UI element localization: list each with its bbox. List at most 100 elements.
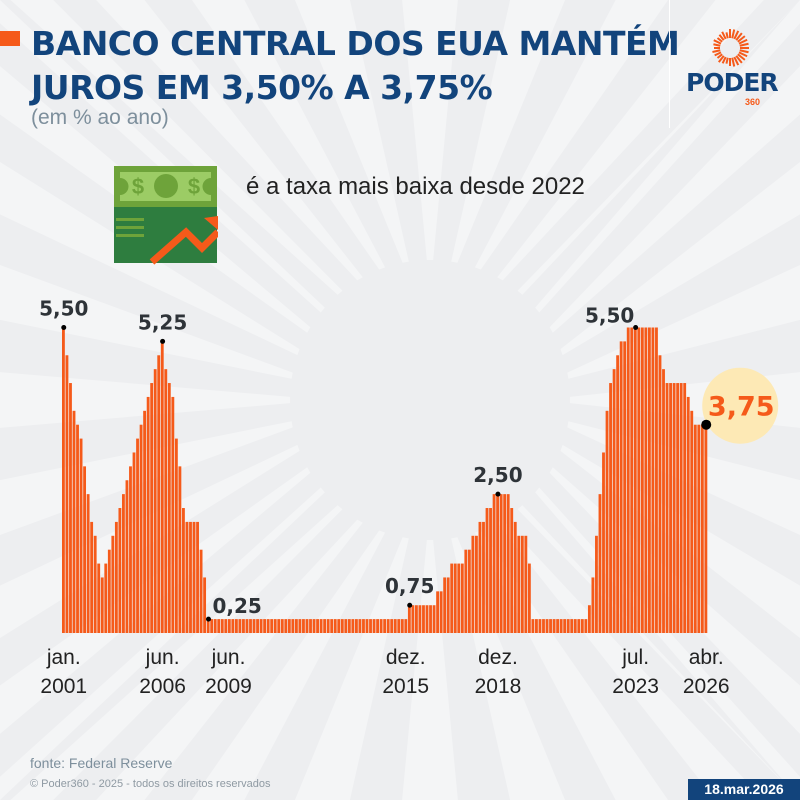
bar — [436, 591, 440, 633]
title-line-1: BANCO CENTRAL DOS EUA MANTÉM — [31, 24, 680, 63]
value-label: 5,50 — [585, 304, 634, 328]
x-label-year: 2023 — [612, 675, 659, 698]
bar — [227, 619, 231, 633]
bar — [206, 619, 210, 633]
bar — [679, 383, 683, 633]
bar — [415, 605, 418, 633]
bar — [598, 494, 602, 633]
bar — [556, 619, 560, 633]
bar — [284, 619, 288, 633]
bar — [302, 619, 305, 633]
bar — [242, 619, 245, 633]
x-label-month: abr. — [689, 646, 724, 669]
sun-ray — [716, 37, 723, 43]
title-line-2: JUROS EM 3,50% A 3,75% — [31, 68, 493, 107]
bar — [407, 605, 411, 633]
background-ray — [10, 505, 343, 800]
sun-ray — [725, 57, 729, 64]
bar — [489, 508, 492, 633]
bar — [453, 563, 457, 633]
bar — [619, 341, 623, 633]
bar — [591, 577, 595, 633]
bar — [217, 619, 221, 633]
bar — [111, 535, 115, 633]
bar — [552, 619, 556, 633]
sun-ray — [721, 56, 727, 64]
bar — [330, 619, 334, 633]
bar — [510, 508, 514, 633]
bar — [446, 577, 450, 633]
bar — [418, 605, 422, 633]
bar — [647, 327, 651, 633]
bar — [100, 577, 104, 633]
bar — [351, 619, 355, 633]
money-growth-icon: $ $ — [114, 166, 218, 265]
bar — [287, 619, 291, 633]
bar — [146, 396, 150, 633]
bar — [542, 619, 545, 633]
sun-logo-icon — [712, 29, 749, 67]
x-label-year: 2015 — [382, 675, 429, 698]
bar — [595, 535, 598, 633]
bar — [570, 619, 574, 633]
bar — [676, 383, 680, 633]
bar — [65, 355, 69, 633]
x-axis-label: jul. 2023 — [612, 646, 659, 698]
bar — [316, 619, 319, 633]
x-label-month: jun. — [145, 646, 180, 669]
background-ray — [294, 537, 409, 800]
bar — [400, 619, 404, 633]
x-axis-label: dez. 2018 — [475, 646, 522, 698]
bar — [125, 480, 129, 633]
bar — [460, 563, 464, 633]
background-ray — [560, 161, 800, 356]
bar — [358, 619, 362, 633]
bar — [386, 619, 390, 633]
bar — [372, 619, 376, 633]
value-label: 0,75 — [385, 574, 434, 598]
bar — [192, 521, 196, 633]
bar — [524, 535, 528, 633]
sun-ray — [714, 51, 722, 57]
bar — [263, 619, 267, 633]
bar — [393, 619, 397, 633]
bar — [167, 383, 171, 633]
bar — [478, 521, 482, 633]
bar — [545, 619, 549, 633]
sun-ray — [718, 34, 725, 41]
bar — [174, 438, 178, 633]
sun-ray — [735, 55, 743, 64]
bar — [213, 619, 217, 633]
bar — [535, 619, 538, 633]
bar — [97, 563, 101, 633]
highlight-circle — [702, 367, 779, 444]
bar — [90, 521, 94, 633]
sun-ray — [721, 31, 727, 40]
bar — [457, 563, 461, 633]
sun-ray — [737, 53, 746, 61]
background-ray — [10, 0, 343, 295]
x-label-year: 2026 — [683, 675, 730, 698]
bar — [69, 383, 72, 633]
bar — [626, 327, 630, 633]
bar — [319, 619, 323, 633]
bar — [231, 619, 235, 633]
bar — [326, 619, 330, 633]
bar — [136, 438, 139, 633]
x-label-year: 2018 — [475, 675, 522, 698]
bar — [443, 577, 447, 633]
bar — [178, 466, 182, 633]
sun-ray — [731, 29, 736, 39]
data-point-dot — [495, 491, 501, 497]
background-ray — [535, 487, 800, 800]
bar — [79, 438, 83, 633]
sun-ray — [712, 49, 721, 53]
background-ray — [497, 0, 764, 281]
bar — [520, 535, 524, 633]
data-point-dot — [160, 338, 166, 344]
bar — [93, 535, 97, 633]
bar — [432, 605, 436, 633]
bar — [249, 619, 252, 633]
background-ray — [191, 0, 386, 270]
